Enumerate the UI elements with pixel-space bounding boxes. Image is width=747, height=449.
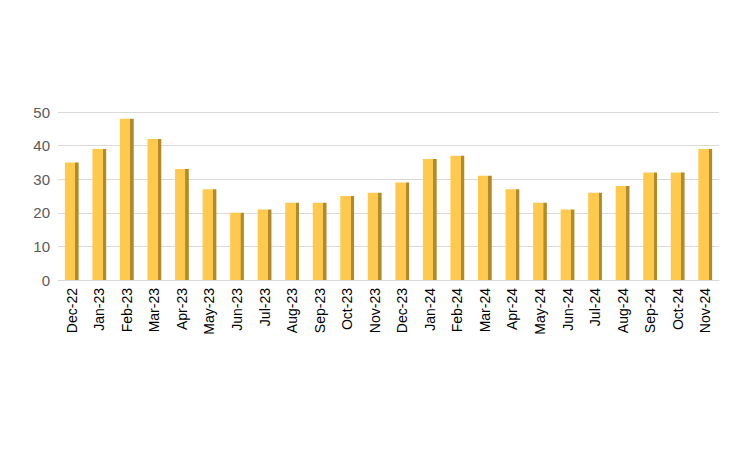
svg-text:Apr-24: Apr-24 [504, 288, 520, 330]
svg-text:May-24: May-24 [532, 288, 548, 335]
svg-text:50: 50 [33, 104, 50, 121]
svg-text:Dec-22: Dec-22 [64, 288, 80, 333]
svg-text:Aug-24: Aug-24 [615, 288, 631, 333]
svg-text:40: 40 [33, 137, 50, 154]
svg-text:Jun-24: Jun-24 [560, 288, 576, 331]
svg-text:30: 30 [33, 171, 50, 188]
svg-text:Mar-24: Mar-24 [477, 288, 493, 333]
svg-text:Apr-23: Apr-23 [174, 288, 190, 330]
svg-text:Jan-23: Jan-23 [91, 288, 107, 331]
svg-text:Jul-23: Jul-23 [257, 288, 273, 326]
svg-text:Nov-24: Nov-24 [697, 288, 713, 333]
svg-text:Dec-23: Dec-23 [394, 288, 410, 333]
svg-text:Jan-24: Jan-24 [422, 288, 438, 331]
svg-text:10: 10 [33, 238, 50, 255]
svg-text:Sep-24: Sep-24 [642, 288, 658, 333]
svg-text:Jul-24: Jul-24 [587, 288, 603, 326]
svg-text:Aug-23: Aug-23 [284, 288, 300, 333]
svg-text:Feb-23: Feb-23 [119, 288, 135, 333]
svg-text:Oct-24: Oct-24 [670, 288, 686, 330]
svg-text:Sep-23: Sep-23 [312, 288, 328, 333]
svg-text:Oct-23: Oct-23 [339, 288, 355, 330]
svg-text:Feb-24: Feb-24 [449, 288, 465, 333]
svg-text:Nov-23: Nov-23 [367, 288, 383, 333]
svg-text:0: 0 [42, 272, 50, 289]
svg-text:Mar-23: Mar-23 [146, 288, 162, 333]
svg-text:20: 20 [33, 204, 50, 221]
svg-text:Jun-23: Jun-23 [229, 288, 245, 331]
svg-text:May-23: May-23 [201, 288, 217, 335]
